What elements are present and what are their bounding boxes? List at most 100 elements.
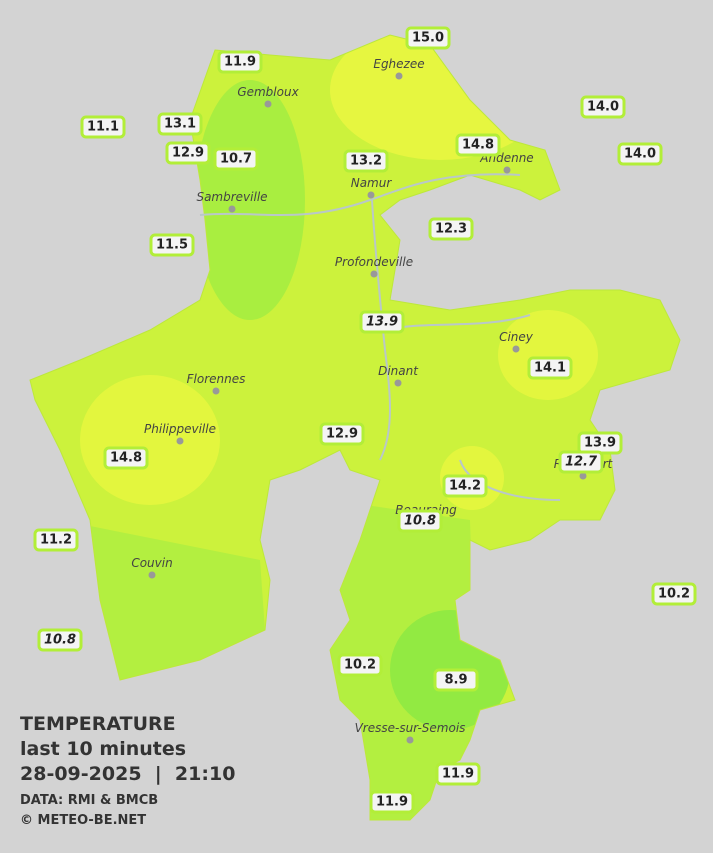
city-dot (579, 472, 587, 480)
city-dot (503, 166, 511, 174)
station-box (213, 147, 259, 171)
station-value: 11.9 (224, 55, 256, 70)
station-value: 11.2 (40, 533, 72, 548)
stations: 15.0 11.9 14.0 11.1 13.1 12.9 10.7 13.2 14.8 14.0… (33, 26, 697, 814)
city-dot (148, 571, 156, 579)
station: 13.9 (577, 431, 623, 455)
city-label: Florennes (187, 372, 246, 386)
city-label: Namur (351, 176, 393, 190)
station-value: 12.3 (435, 222, 467, 237)
station: 12.3 (428, 217, 474, 241)
station-value: 14.0 (624, 147, 656, 162)
city-dot (367, 191, 375, 199)
city-label: Profondeville (335, 255, 413, 269)
legend-title: TEMPERATURE (20, 713, 176, 735)
city-dot (176, 437, 184, 445)
station-value: 13.9 (366, 315, 398, 330)
station-value: 13.1 (164, 117, 196, 132)
station-value: 10.7 (220, 152, 252, 167)
city-label: Couvin (131, 556, 172, 570)
legend-credit: © METEO-BE.NET (20, 813, 146, 828)
city-label: Ciney (499, 330, 534, 344)
station: 14.8 (455, 133, 501, 157)
station: 10.7 (213, 147, 259, 171)
cities: EghezeeGemblouxAndenneNamurSambrevillePr… (131, 57, 614, 744)
station: 14.1 (527, 356, 573, 380)
rivers (199, 173, 561, 501)
station-value: 14.8 (110, 451, 142, 466)
station-value: 13.9 (584, 436, 616, 451)
station-value: 10.8 (44, 633, 76, 648)
city-dot (370, 270, 378, 278)
station-value: 14.0 (587, 100, 619, 115)
station-value: 10.2 (658, 587, 690, 602)
station: 11.2 (33, 528, 79, 552)
city-label: Philippeville (144, 422, 216, 436)
station-box (80, 115, 126, 139)
station-value: 11.5 (156, 238, 188, 253)
station-box (369, 790, 415, 814)
station-box (343, 149, 389, 173)
station-box (433, 668, 479, 692)
city-dot (395, 72, 403, 80)
legend-source: DATA: RMI & BMCB (20, 793, 158, 808)
station-value: 12.9 (172, 146, 204, 161)
city-dot (394, 379, 402, 387)
station: 12.9 (319, 422, 365, 446)
legend-datetime: 28-09-2025 | 21:10 (20, 763, 235, 785)
station: 15.0 (405, 26, 451, 50)
legend-subtitle: last 10 minutes (20, 738, 186, 760)
station-value: 10.2 (344, 658, 376, 673)
station-box (33, 528, 79, 552)
station: 11.5 (149, 233, 195, 257)
station-value: 10.8 (404, 514, 436, 529)
station-box (37, 628, 83, 652)
station-box (405, 26, 451, 50)
city-label: Gembloux (237, 85, 299, 99)
station-value: 14.1 (534, 361, 566, 376)
station-box (359, 310, 405, 334)
station-box (319, 422, 365, 446)
station: 12.9 (165, 141, 211, 165)
station: 11.9 (217, 50, 263, 74)
station: 10.2 (651, 582, 697, 606)
station: 13.1 (157, 112, 203, 136)
station-box (149, 233, 195, 257)
city-dot (406, 736, 414, 744)
city-dot (512, 345, 520, 353)
station-value: 12.7 (565, 455, 598, 470)
station-box (455, 133, 501, 157)
station-box (103, 446, 149, 470)
station-value: 13.2 (350, 154, 382, 169)
station-box (165, 141, 211, 165)
city-label: Eghezee (373, 57, 424, 71)
station: 11.9 (435, 762, 481, 786)
station-box (337, 653, 383, 677)
station-box (580, 95, 626, 119)
station: 8.9 (433, 668, 479, 692)
station: 10.2 (337, 653, 383, 677)
station-value: 11.9 (376, 795, 408, 810)
station-value: 14.8 (462, 138, 494, 153)
station-value: 15.0 (412, 31, 444, 46)
station-box (442, 474, 488, 498)
city-dot (264, 100, 272, 108)
city-label: Vresse-sur-Semois (355, 721, 466, 735)
station-box (397, 509, 443, 533)
station: 14.0 (580, 95, 626, 119)
station-value: 12.9 (326, 427, 358, 442)
city-label: Dinant (378, 364, 419, 378)
station-value: 14.2 (449, 479, 481, 494)
station: 11.1 (80, 115, 126, 139)
city-dot (228, 205, 236, 213)
station-box (435, 762, 481, 786)
station: 11.9 (369, 790, 415, 814)
station-value: 11.9 (442, 767, 474, 782)
station-box (217, 50, 263, 74)
city-label: Sambreville (196, 190, 267, 204)
station: 12.7 (558, 450, 604, 474)
station-box (157, 112, 203, 136)
station-box (617, 142, 663, 166)
station: 13.2 (343, 149, 389, 173)
